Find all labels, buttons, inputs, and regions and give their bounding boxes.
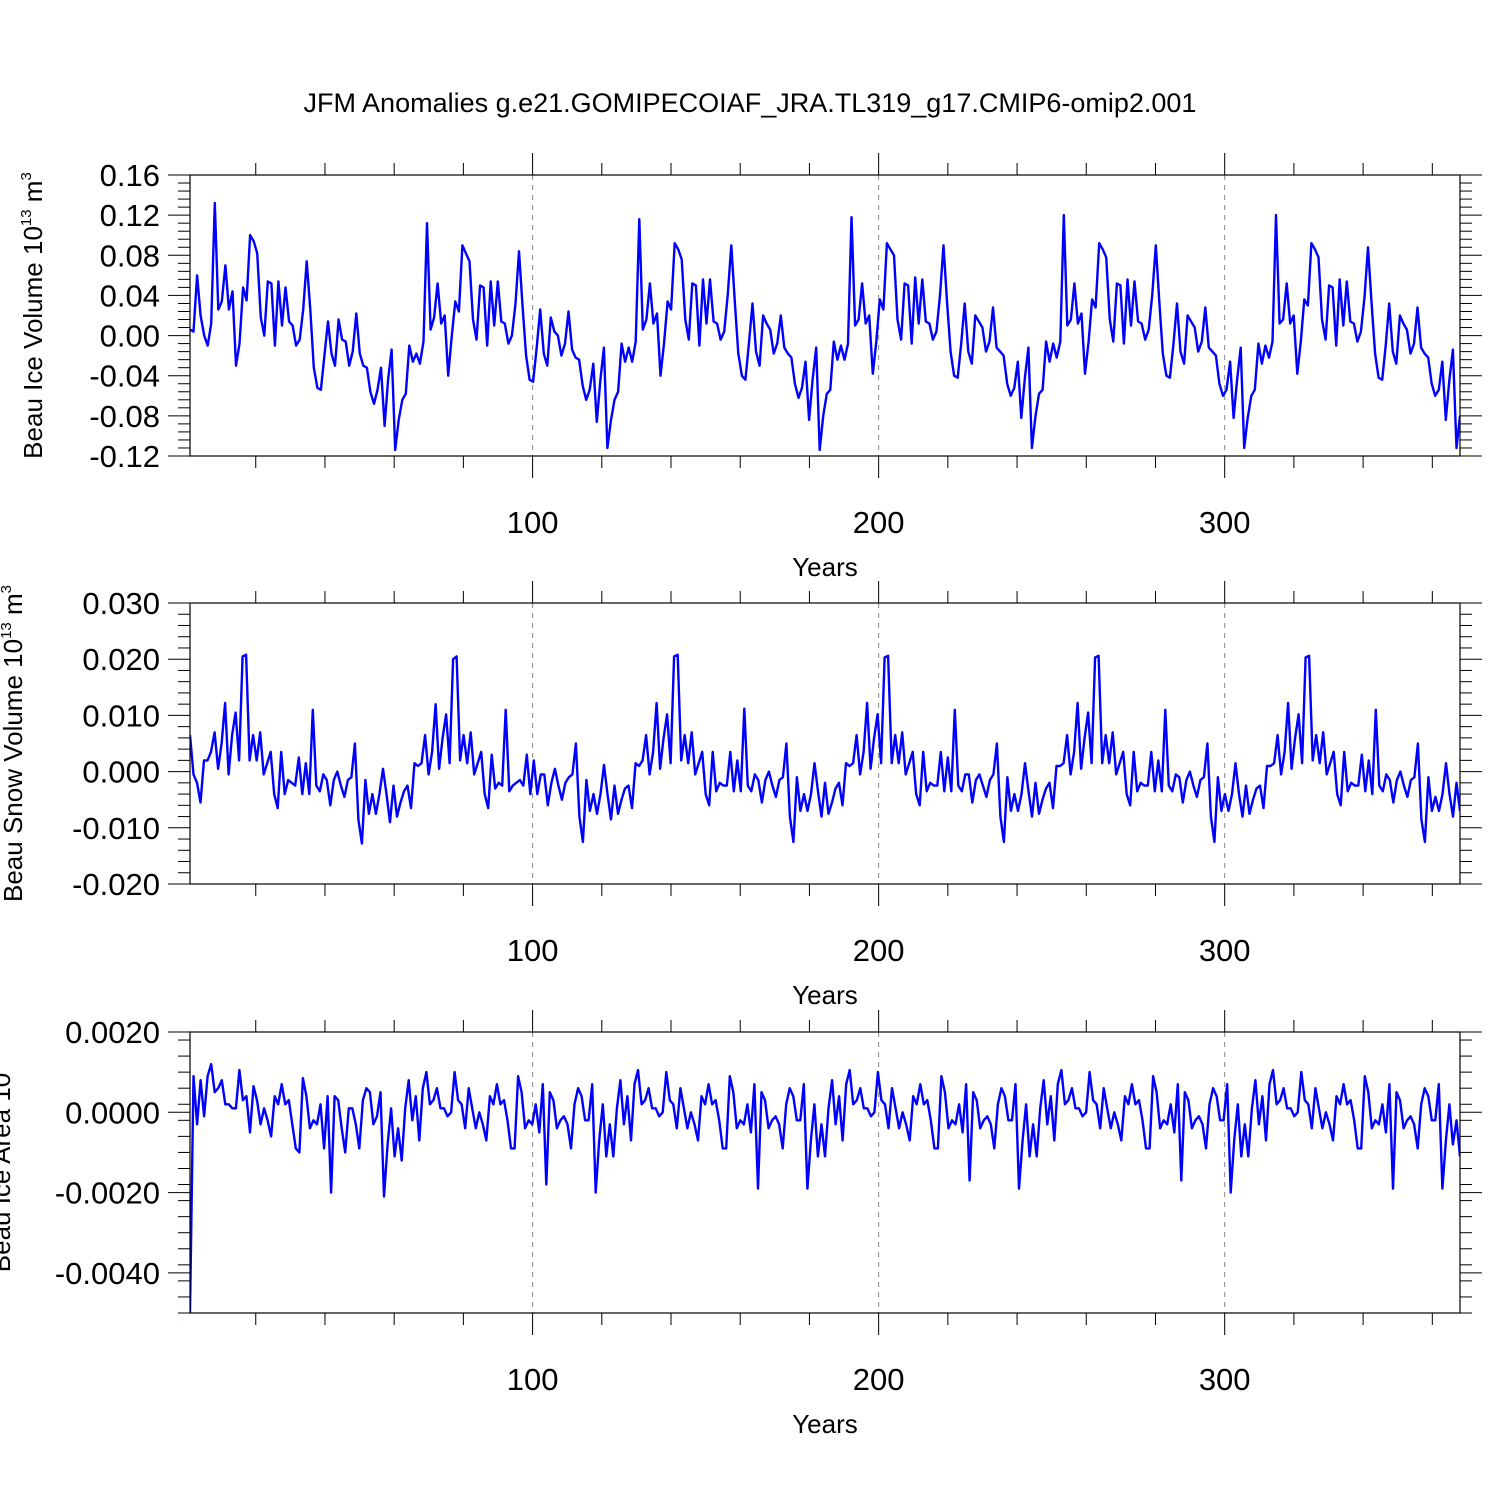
x-tick-label: 300	[1199, 933, 1251, 968]
y-tick-label: -0.12	[89, 439, 160, 474]
x-tick-label: 100	[507, 505, 559, 540]
y-tick-label: 0.030	[82, 586, 160, 621]
y-tick-label: 0.00	[100, 319, 160, 354]
x-tick-label: 200	[853, 933, 905, 968]
y-tick-label: -0.010	[72, 811, 160, 846]
x-tick-label: 200	[853, 1362, 905, 1397]
y-tick-label: -0.0020	[55, 1176, 160, 1211]
x-tick-label: 100	[507, 933, 559, 968]
x-axis-label: Years	[792, 552, 858, 582]
y-tick-label: 0.000	[82, 755, 160, 790]
x-axis-label: Years	[792, 1409, 858, 1439]
y-tick-label: -0.08	[89, 399, 160, 434]
series-line	[190, 1062, 1460, 1313]
y-tick-label: 0.020	[82, 642, 160, 677]
x-tick-label: 300	[1199, 505, 1251, 540]
series-line	[190, 201, 1460, 452]
x-tick-label: 200	[853, 505, 905, 540]
y-axis-label: Beau Ice Volume 1013 m3	[18, 172, 48, 459]
y-tick-label: 0.12	[100, 198, 160, 233]
y-tick-label: 0.16	[100, 158, 160, 193]
x-axis-label: Years	[792, 980, 858, 1010]
y-axis-label: Beau Snow Volume 1013 m3	[0, 585, 28, 902]
y-tick-label: 0.04	[100, 278, 160, 313]
y-tick-label: -0.0040	[55, 1256, 160, 1291]
chart-panel-2: 100 200 300 Years -0.020 -0.010 0.000 0.010 0.02…	[0, 581, 1482, 1010]
panels: 100 200 300 Years -0.12 -0.08 -0.04 0.00 0.04 0.0…	[0, 153, 1482, 1439]
y-axis-label: Beau Ice Area 10	[0, 1073, 16, 1272]
x-tick-label: 300	[1199, 1362, 1251, 1397]
figure-title: JFM Anomalies g.e21.GOMIPECOIAF_JRA.TL31…	[304, 88, 1197, 118]
y-tick-label: 0.0020	[65, 1015, 160, 1050]
plot-frame	[189, 602, 1461, 885]
chart-panel-1: 100 200 300 Years -0.12 -0.08 -0.04 0.00 0.04 0.0…	[18, 153, 1482, 582]
y-tick-label: 0.010	[82, 698, 160, 733]
series-line	[190, 653, 1460, 845]
y-tick-label: -0.020	[72, 867, 160, 902]
y-tick-label: 0.0000	[65, 1095, 160, 1130]
chart-panel-3: 100 200 300 Years -0.0040 -0.0020 0.0000 0.0020…	[0, 1010, 1482, 1439]
plot-frame	[189, 174, 1461, 457]
plot-frame	[189, 1031, 1461, 1314]
x-tick-label: 100	[507, 1362, 559, 1397]
y-tick-label: 0.08	[100, 238, 160, 273]
y-tick-label: -0.04	[89, 359, 160, 394]
